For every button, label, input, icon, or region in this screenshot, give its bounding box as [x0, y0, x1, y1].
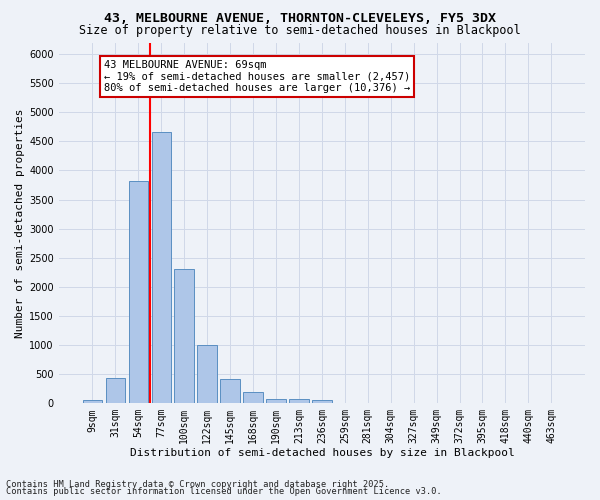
- Text: 43, MELBOURNE AVENUE, THORNTON-CLEVELEYS, FY5 3DX: 43, MELBOURNE AVENUE, THORNTON-CLEVELEYS…: [104, 12, 496, 26]
- Text: 43 MELBOURNE AVENUE: 69sqm
← 19% of semi-detached houses are smaller (2,457)
80%: 43 MELBOURNE AVENUE: 69sqm ← 19% of semi…: [104, 60, 410, 93]
- X-axis label: Distribution of semi-detached houses by size in Blackpool: Distribution of semi-detached houses by …: [130, 448, 514, 458]
- Bar: [106, 378, 125, 403]
- Bar: [175, 270, 194, 403]
- Text: Contains public sector information licensed under the Open Government Licence v3: Contains public sector information licen…: [6, 487, 442, 496]
- Bar: [83, 400, 102, 403]
- Bar: [128, 181, 148, 403]
- Text: Size of property relative to semi-detached houses in Blackpool: Size of property relative to semi-detach…: [79, 24, 521, 37]
- Bar: [197, 345, 217, 403]
- Bar: [266, 398, 286, 403]
- Bar: [220, 380, 240, 403]
- Bar: [244, 392, 263, 403]
- Y-axis label: Number of semi-detached properties: Number of semi-detached properties: [15, 108, 25, 338]
- Bar: [312, 400, 332, 403]
- Bar: [289, 399, 308, 403]
- Bar: [152, 132, 171, 403]
- Text: Contains HM Land Registry data © Crown copyright and database right 2025.: Contains HM Land Registry data © Crown c…: [6, 480, 389, 489]
